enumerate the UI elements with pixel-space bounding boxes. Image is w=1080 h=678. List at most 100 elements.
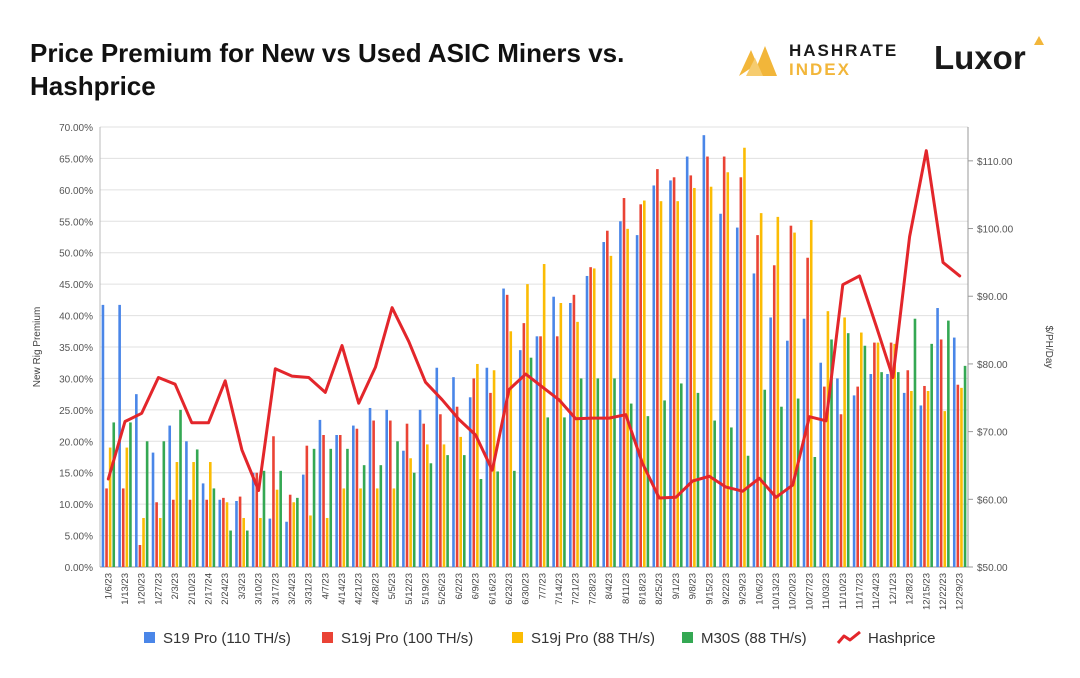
x-tick-label: 9/1/23 [671,573,682,599]
svg-text:Luxor: Luxor [934,39,1026,76]
bar-s19jpro100 [873,342,876,567]
y-tick-label: 65.00% [59,154,93,165]
x-tick-label: 12/29/23 [955,573,966,610]
bar-s19pro [285,521,288,567]
bar-s19pro [952,337,956,567]
bar-m30s [930,343,933,567]
x-tick-label: 11/10/23 [838,573,849,609]
x-tick-label: 2/24/23 [220,573,231,605]
y2-tick-label: $50.00 [977,563,1008,574]
bar-m30s [296,497,299,567]
x-tick-label: 1/20/23 [137,573,148,605]
bar-s19jpro100 [806,257,809,567]
y-tick-label: 15.00% [59,469,93,480]
bar-s19jpro100 [105,488,108,567]
bar-m30s [479,479,483,567]
bar-s19jpro100 [823,386,826,567]
bar-s19jpro100 [689,175,693,567]
bar-s19pro [368,407,372,567]
bar-m30s [947,320,950,567]
bar-s19jpro88 [442,444,446,567]
bar-s19pro [919,405,923,567]
bar-s19jpro88 [609,255,613,567]
x-tick-label: 5/26/23 [437,573,448,605]
bar-s19pro [786,340,789,567]
x-tick-label: 8/18/23 [638,573,649,605]
x-tick-label: 4/28/23 [370,573,381,605]
bar-m30s [880,372,883,567]
bar-m30s [446,455,449,567]
bar-s19jpro88 [242,517,245,567]
bar-s19jpro88 [476,363,479,567]
bar-s19jpro88 [526,284,529,567]
bar-s19jpro88 [158,517,162,567]
bar-m30s [179,409,182,567]
bar-m30s [546,417,550,567]
x-tick-label: 6/23/23 [504,573,515,605]
bar-s19jpro88 [309,515,312,567]
bar-s19jpro100 [939,339,943,567]
bar-s19jpro100 [505,294,509,567]
bar-s19jpro100 [389,420,392,567]
bar-s19pro [652,185,656,567]
bar-s19pro [702,135,706,567]
bar-s19jpro100 [172,499,175,567]
bar-s19pro [685,156,689,568]
bar-s19jpro100 [606,230,609,567]
bar-s19jpro88 [860,332,863,567]
bar-s19jpro88 [659,201,663,567]
bar-s19pro [552,296,555,567]
bar-s19pro [735,227,739,568]
bar-s19jpro100 [322,435,325,567]
bar-s19jpro100 [622,198,626,567]
bar-s19jpro100 [472,378,476,567]
bar-s19pro [535,336,539,567]
bar-m30s [963,365,967,567]
bar-s19pro [852,395,856,567]
bar-s19pro [468,397,472,567]
bar-m30s [245,530,249,567]
hashrate-index-logo: HASHRATE INDEX [737,38,912,85]
bar-s19jpro88 [275,489,279,567]
bar-s19jpro100 [138,545,142,567]
legend-label-s19pro: S19 Pro (110 TH/s) [163,630,291,647]
bar-s19jpro88 [643,200,646,568]
y-tick-label: 0.00% [65,563,93,574]
bar-s19pro [151,452,155,567]
bar-s19jpro100 [372,420,375,567]
bar-s19jpro88 [693,187,696,567]
y2-tick-label: $90.00 [977,292,1008,303]
x-tick-label: 10/27/23 [804,573,815,610]
y-tick-label: 35.00% [59,343,93,354]
bar-s19jpro100 [405,423,409,567]
legend-s19jpro88: S19j Pro (88 TH/s) [512,628,655,650]
bar-s19pro [418,409,422,567]
bar-m30s [262,470,266,567]
bar-s19jpro100 [906,370,910,567]
bar-m30s [679,383,683,567]
y-tick-label: 25.00% [59,406,93,417]
bar-s19pro [819,362,823,567]
bar-s19pro [769,317,772,567]
y-axis-title: New Rig Premium [32,307,43,388]
bar-s19jpro88 [175,462,179,567]
bar-s19jpro100 [121,488,125,567]
x-tick-label: 8/25/23 [654,573,665,605]
bar-s19jpro100 [956,384,960,567]
bar-s19jpro100 [338,435,342,567]
y-tick-label: 20.00% [59,437,93,448]
bar-s19jpro100 [238,496,242,567]
x-tick-label: 7/14/23 [554,573,565,605]
bar-s19jpro100 [455,406,459,567]
x-tick-label: 6/30/23 [521,573,532,605]
bar-m30s [663,400,666,567]
bar-s19jpro100 [305,445,309,567]
bar-s19pro [752,273,756,567]
bar-s19jpro88 [292,502,296,567]
bar-m30s [346,448,349,567]
bar-s19pro [669,180,672,567]
bar-s19jpro100 [422,423,425,567]
bar-m30s [746,455,750,567]
legend-hashprice: Hashprice [836,628,936,650]
